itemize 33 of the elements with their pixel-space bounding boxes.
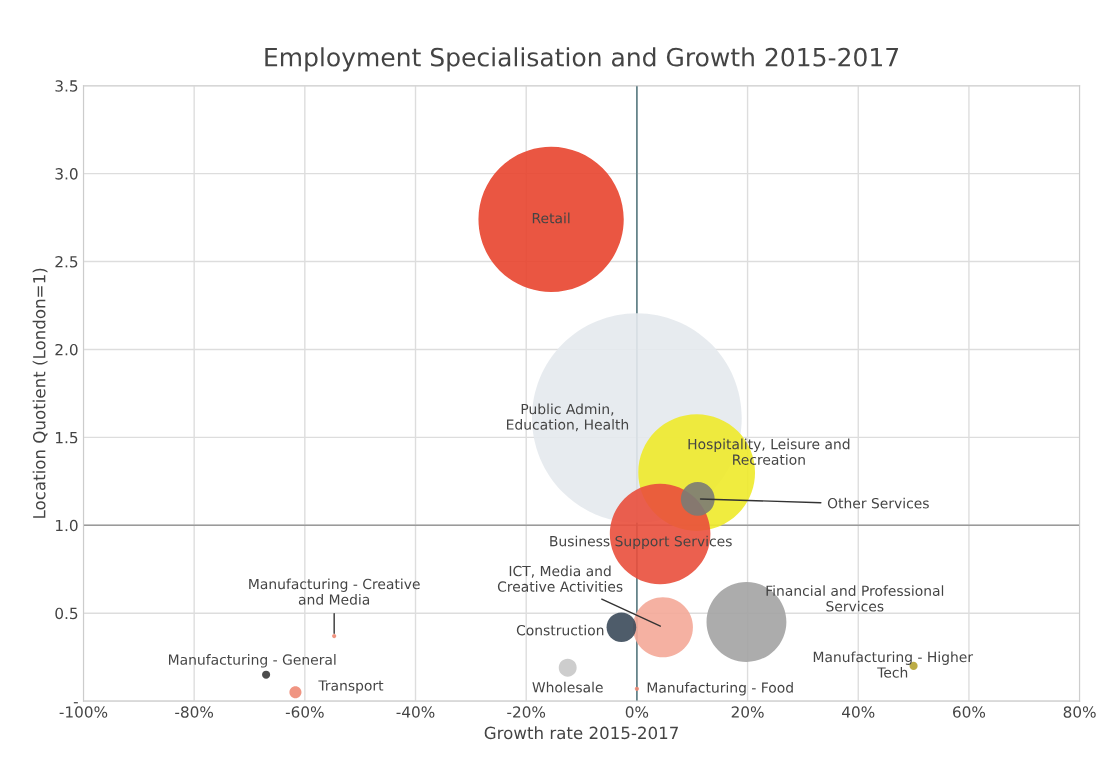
series-label: Financial and Professional Services — [766, 585, 944, 612]
chart-title: Employment Specialisation and Growth 2015-2017 — [265, 47, 899, 72]
series-label: Wholesale — [532, 681, 603, 693]
y-tick-label: 1.5 — [56, 432, 78, 444]
x-tick-label: -60% — [285, 706, 324, 718]
series-label: Retail — [532, 212, 570, 224]
x-tick-label: 80% — [1063, 706, 1096, 718]
y-tick-label: 3.5 — [55, 80, 78, 92]
text: Other Services — [827, 497, 929, 509]
series-label: Manufacturing - Higher Tech — [813, 651, 974, 678]
y-tick-label: 1.0 — [56, 519, 78, 532]
x-tick-label: 60% — [953, 706, 986, 718]
y-tick-label: 0.5 — [55, 607, 78, 620]
x-tick-label: 20% — [731, 706, 764, 718]
y-axis-title: Location Quotient (London=1) — [32, 268, 48, 518]
x-tick-label: -20% — [507, 706, 546, 718]
x-tick-label: -80% — [175, 706, 214, 718]
x-tick-label: 40% — [842, 706, 875, 718]
y-tick-label: 2.5 — [55, 255, 78, 268]
series-label: Transport — [318, 680, 384, 694]
x-tick-label: 0% — [625, 706, 649, 718]
series-label: Public Admin, Education, Health — [507, 403, 629, 432]
y-tick-label: 2.0 — [55, 343, 78, 356]
series-label: Manufacturing - Food — [647, 682, 793, 696]
series-label: Manufacturing - General — [169, 654, 336, 668]
series-label: ICT, Media and Creative Activities — [497, 565, 623, 592]
x-axis-title: Growth rate 2015-2017 — [484, 726, 678, 740]
x-tick-label: -40% — [396, 706, 435, 718]
series-label: Construction — [516, 624, 604, 636]
text: Manufacturing - Creative and Media — [249, 578, 420, 605]
y-tick-label: 3.0 — [55, 168, 78, 180]
y-tick-label: - — [73, 702, 78, 704]
x-tick-label: -100% — [59, 706, 108, 718]
